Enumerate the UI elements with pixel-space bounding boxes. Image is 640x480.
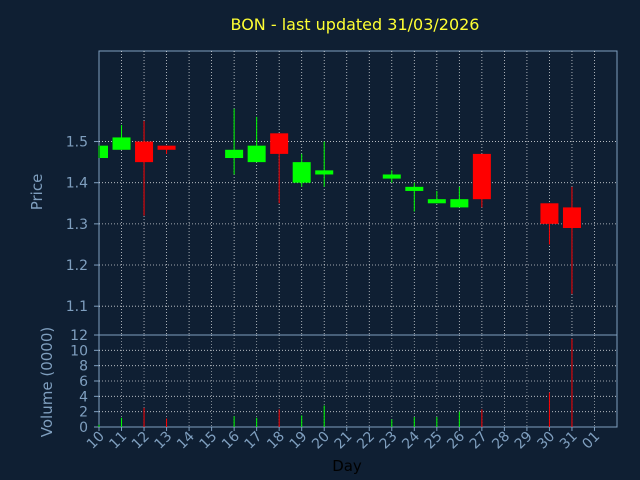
volume-tick-label: 4	[79, 389, 88, 405]
x-tick-label: 27	[467, 429, 491, 453]
x-tick-label: 13	[151, 429, 175, 453]
x-tick-label: 29	[512, 429, 536, 453]
chart-title: BON - last updated 31/03/2026	[231, 15, 480, 34]
x-tick-label: 01	[579, 429, 603, 453]
candle-body	[405, 186, 424, 191]
candle-body	[100, 145, 108, 159]
candle-body	[427, 199, 446, 204]
x-tick-label: 26	[444, 428, 468, 452]
candle-body	[562, 207, 581, 228]
volume-tick-label: 0	[79, 420, 88, 436]
price-tick-label: 1.4	[66, 176, 88, 192]
price-panel-frame	[98, 50, 618, 336]
x-tick-label: 17	[242, 429, 266, 453]
price-tick-label: 1.5	[66, 135, 88, 151]
x-tick-label: 31	[557, 429, 581, 453]
x-tick-label: 20	[309, 429, 333, 453]
x-tick-label: 22	[354, 429, 378, 453]
x-tick-label: 21	[332, 429, 356, 453]
x-tick-label: 24	[399, 428, 423, 452]
price-panel: 1.1 1.2 1.3 1.4 1.5	[66, 50, 618, 336]
candle-body	[315, 170, 334, 175]
x-tick-label: 11	[106, 429, 130, 453]
x-tick-label: 15	[197, 429, 221, 453]
x-tick-label: 25	[422, 429, 446, 453]
x-axis-label: Day	[332, 457, 362, 475]
x-tick-label: 30	[534, 429, 558, 453]
price-tick-label: 1.1	[66, 299, 88, 315]
candle-body	[540, 203, 559, 224]
candle-body	[472, 153, 491, 200]
price-axis-label: Price	[28, 174, 46, 211]
x-tick-label: 28	[489, 429, 513, 453]
x-tick-label: 12	[129, 429, 153, 453]
candle-body	[157, 145, 176, 150]
x-tick-label: 18	[264, 429, 288, 453]
x-axis: 1011121314151617181920212223242526272829…	[84, 427, 603, 452]
candle-body	[382, 174, 401, 179]
candle-body	[135, 141, 154, 163]
volume-tick-label: 2	[79, 405, 88, 421]
volume-tick-label: 6	[79, 374, 88, 390]
volume-tick-label: 10	[70, 343, 88, 359]
volume-tick-label: 8	[79, 359, 88, 375]
candle-body	[292, 162, 311, 183]
candle-body	[450, 199, 469, 208]
candle-body	[112, 137, 131, 150]
price-tick-label: 1.3	[66, 217, 88, 233]
candle-body	[247, 145, 266, 163]
x-tick-label: 16	[219, 428, 243, 452]
price-tick-label: 1.2	[66, 258, 88, 274]
x-tick-label: 19	[287, 429, 311, 453]
candle-body	[225, 149, 244, 159]
volume-axis-label: Volume (0000)	[38, 327, 56, 437]
volume-tick-label: 12	[70, 328, 88, 344]
candle-body	[270, 133, 289, 154]
x-tick-label: 23	[377, 429, 401, 453]
x-tick-label: 14	[174, 428, 198, 452]
